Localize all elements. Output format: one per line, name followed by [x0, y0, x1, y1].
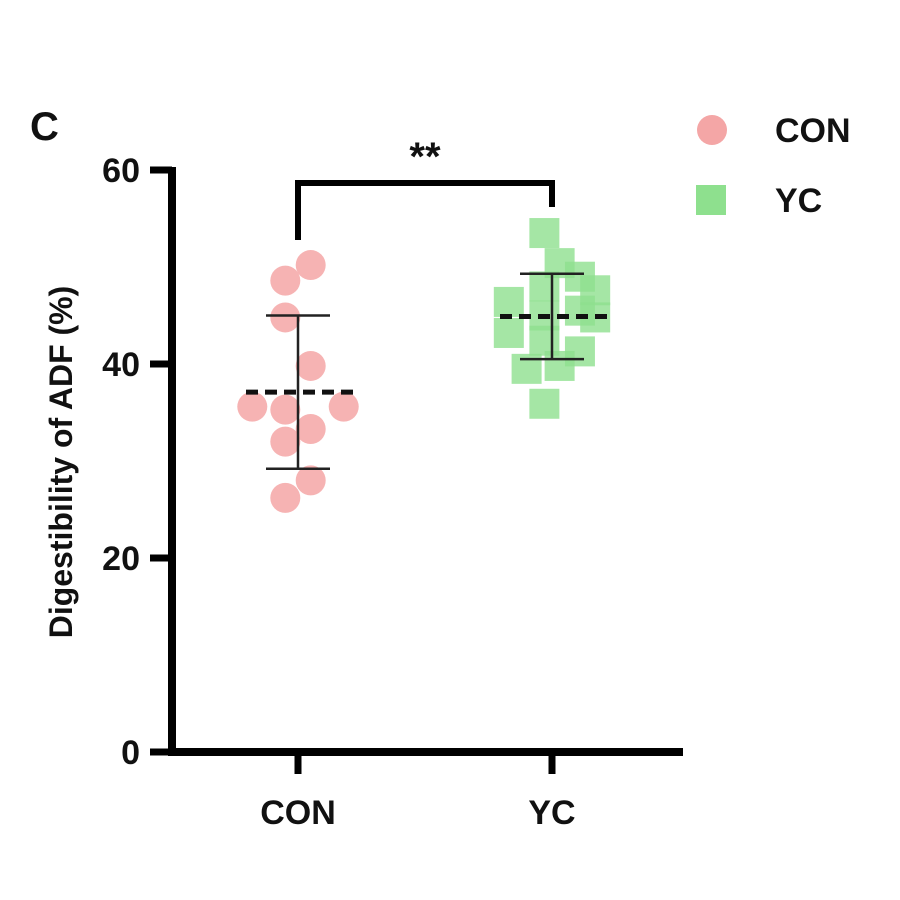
y-axis-title: Digestibility of ADF (%) — [43, 286, 79, 639]
y-tick-label: 0 — [121, 734, 140, 772]
plot-area: 0 20 40 60 CON YC ** — [102, 135, 683, 832]
data-point-con — [295, 413, 326, 444]
significance-label: ** — [409, 135, 441, 179]
y-tick-label: 60 — [102, 152, 140, 190]
data-point-con — [295, 465, 326, 496]
panel-label: C — [30, 105, 59, 149]
data-point-con — [237, 391, 268, 422]
legend-yc-marker — [696, 185, 726, 215]
legend: CON YC — [696, 112, 851, 220]
data-point-yc — [529, 388, 560, 419]
data-point-con — [270, 302, 301, 333]
x-tick-label: YC — [528, 794, 575, 832]
legend-con-marker — [697, 115, 727, 145]
data-point-yc — [544, 350, 575, 381]
legend-yc-label: YC — [775, 182, 822, 220]
y-tick-label: 40 — [102, 346, 140, 384]
x-tick-label: CON — [260, 794, 336, 832]
data-point-con — [295, 350, 326, 381]
data-point-yc — [529, 218, 560, 249]
data-point-con — [270, 265, 301, 296]
data-point-yc — [529, 271, 560, 302]
data-point-yc — [493, 286, 524, 317]
legend-con-label: CON — [775, 112, 851, 150]
data-point-con — [270, 394, 301, 425]
data-point-yc — [529, 325, 560, 356]
data-point-con — [270, 426, 301, 457]
data-point-con — [295, 250, 326, 281]
data-point-yc — [493, 317, 524, 348]
data-point-con — [328, 391, 359, 422]
data-point-con — [270, 482, 301, 513]
significance-bracket — [295, 180, 555, 240]
y-tick-label: 20 — [102, 540, 140, 578]
